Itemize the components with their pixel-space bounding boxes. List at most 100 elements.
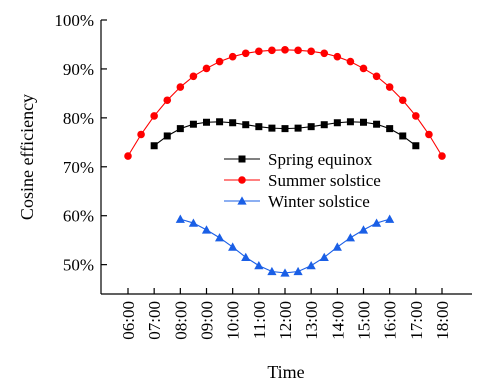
data-point	[281, 46, 289, 54]
x-tick-label: 17:00	[407, 301, 426, 340]
data-point	[189, 120, 197, 128]
plot-area	[100, 20, 472, 295]
data-point	[176, 83, 185, 91]
data-point	[150, 112, 158, 120]
y-tick-label: 80%	[63, 109, 94, 128]
series-summer-solstice	[124, 46, 446, 160]
data-point	[241, 49, 250, 58]
data-point	[202, 64, 211, 73]
x-tick-label: 15:00	[355, 301, 374, 340]
y-axis-title: Cosine efficiency	[17, 94, 37, 220]
x-tick-label: 16:00	[381, 301, 400, 340]
x-tick-label: 11:00	[250, 301, 269, 339]
data-point	[294, 46, 302, 55]
data-point	[345, 233, 356, 242]
y-tick-label: 90%	[63, 60, 94, 79]
series-line	[180, 218, 390, 274]
data-point	[163, 96, 172, 105]
data-point	[346, 118, 354, 126]
data-point	[307, 47, 315, 56]
data-point	[358, 225, 369, 234]
data-point	[385, 83, 394, 91]
x-tick-label: 06:00	[119, 301, 138, 340]
x-tick-label: 07:00	[145, 301, 164, 340]
data-point	[267, 266, 277, 276]
data-point	[306, 261, 316, 270]
data-point	[346, 57, 355, 66]
data-point	[438, 152, 446, 160]
x-tick-label: 14:00	[328, 301, 347, 340]
legend-item: Summer solstice	[224, 171, 381, 190]
y-tick-label: 50%	[63, 256, 94, 275]
data-point	[242, 121, 250, 129]
data-point	[188, 218, 199, 227]
data-point	[214, 233, 225, 242]
data-point	[124, 152, 132, 160]
legend-label: Summer solstice	[268, 171, 381, 190]
data-point	[281, 125, 289, 133]
data-point	[255, 123, 263, 131]
y-tick-label: 100%	[54, 11, 94, 30]
x-axis-title: Time	[267, 362, 304, 382]
data-point	[201, 225, 212, 234]
data-point	[360, 118, 367, 126]
data-point	[319, 252, 329, 261]
data-point	[229, 119, 237, 127]
data-point	[255, 47, 263, 56]
x-tick-label: 08:00	[171, 301, 190, 340]
series-line	[127, 49, 443, 157]
data-point	[307, 123, 315, 131]
data-point	[320, 49, 329, 58]
legend-label: Spring equinox	[268, 150, 373, 169]
data-point	[371, 218, 382, 227]
data-point	[228, 52, 237, 61]
data-point	[294, 124, 302, 132]
x-tick-label: 13:00	[302, 301, 321, 340]
y-tick-label: 70%	[63, 158, 94, 177]
data-point	[425, 130, 433, 139]
legend: Spring equinox Summer solstice Winter sols…	[224, 150, 381, 211]
data-point	[176, 125, 184, 133]
data-point	[399, 132, 407, 140]
series-layer	[124, 46, 446, 277]
data-point	[216, 118, 224, 126]
data-point	[228, 242, 238, 251]
data-point	[268, 46, 276, 55]
y-tick-label: 60%	[63, 207, 94, 226]
data-point	[203, 118, 210, 126]
legend-marker	[237, 196, 247, 205]
data-point	[333, 52, 342, 61]
x-tick-label: 12:00	[276, 301, 295, 340]
y-axis-ticks: 50% 60% 70% 80% 90% 100%	[54, 11, 107, 275]
data-point	[189, 72, 198, 81]
x-axis-ticks: 06:00 07:00 08:00 09:00 10:00 11:00 12:00 13:00…	[119, 288, 452, 340]
data-point	[280, 268, 290, 277]
data-point	[215, 57, 224, 66]
data-point	[412, 142, 420, 150]
legend-label: Winter solstice	[268, 192, 370, 211]
legend-item: Spring equinox	[224, 150, 373, 169]
data-point	[359, 64, 368, 73]
x-tick-label: 10:00	[224, 301, 243, 340]
legend-marker	[238, 176, 246, 184]
data-point	[333, 119, 341, 127]
series-spring-equinox	[150, 118, 420, 150]
data-point	[163, 132, 171, 140]
data-point	[373, 120, 381, 128]
data-point	[385, 214, 395, 223]
data-point	[372, 72, 381, 81]
data-point	[293, 266, 303, 276]
legend-item: Winter solstice	[224, 192, 370, 211]
data-point	[398, 96, 407, 105]
data-point	[150, 142, 158, 150]
data-point	[254, 261, 264, 270]
data-point	[412, 112, 420, 120]
legend-marker	[238, 155, 246, 163]
data-point	[137, 130, 145, 139]
data-point	[320, 121, 328, 129]
series-winter-solstice	[175, 214, 395, 277]
x-tick-label: 18:00	[433, 301, 452, 340]
x-tick-label: 09:00	[198, 301, 217, 340]
data-point	[386, 125, 394, 133]
